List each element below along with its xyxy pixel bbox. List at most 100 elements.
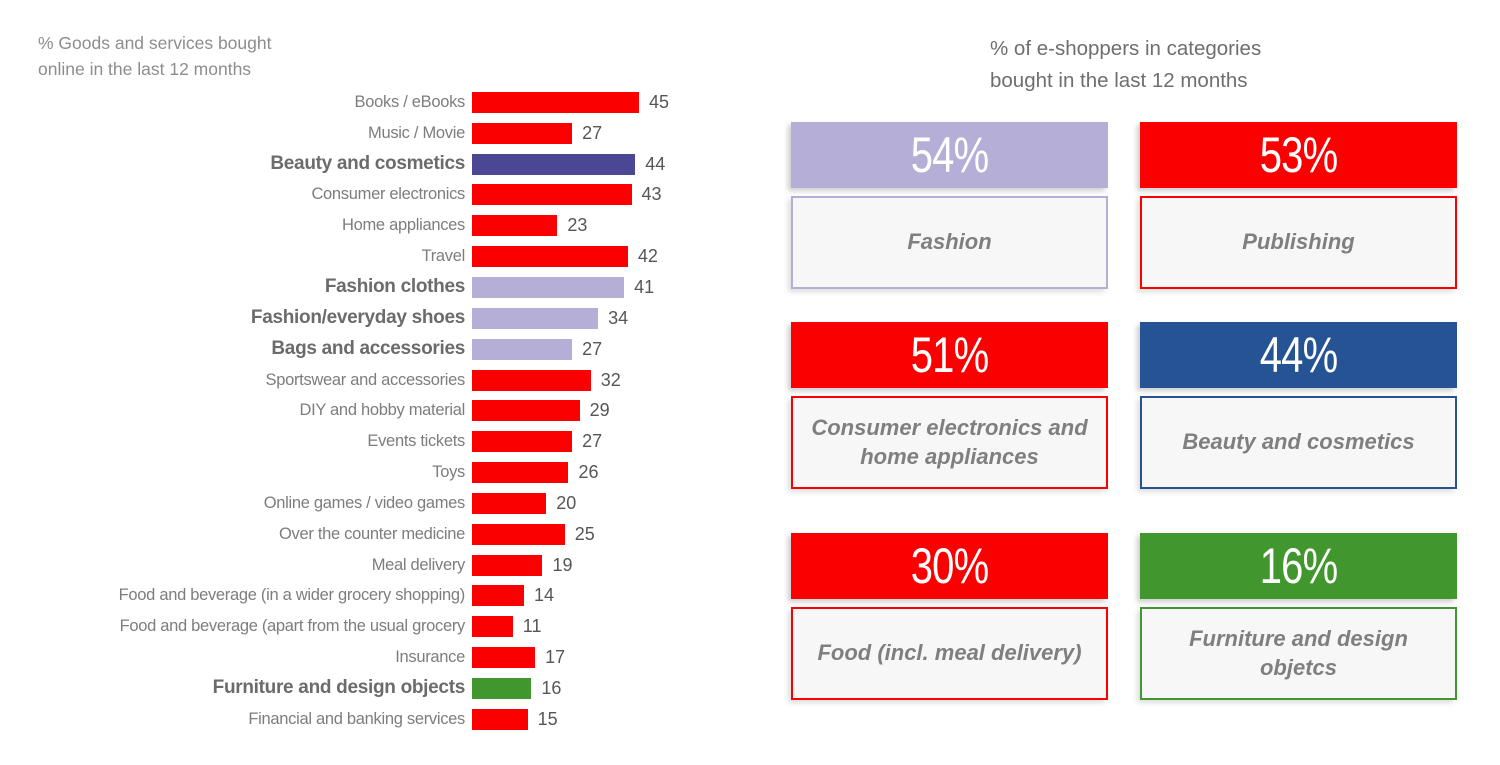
bar-value: 26 bbox=[578, 462, 599, 483]
category-card: 53% Publishing bbox=[1140, 122, 1457, 289]
bar bbox=[472, 184, 632, 206]
card-label-box: Beauty and cosmetics bbox=[1140, 396, 1457, 489]
category-card: 16% Furniture and design objetcs bbox=[1140, 533, 1457, 700]
bar-row: Fashion/everyday shoes 34 bbox=[0, 303, 775, 334]
card-percent-box: 54% bbox=[791, 122, 1108, 188]
bar-row: Furniture and design objects 16 bbox=[0, 673, 775, 704]
bar-row: Over the counter medicine 25 bbox=[0, 519, 775, 550]
card-percent-box: 44% bbox=[1140, 322, 1457, 388]
bar-label: Bags and accessories bbox=[271, 338, 465, 360]
bar-label: Food and beverage (in a wider grocery sh… bbox=[118, 586, 466, 605]
bar-row: Fashion clothes 41 bbox=[0, 272, 775, 303]
bar-value: 16 bbox=[541, 677, 562, 698]
card-label: Food (incl. meal delivery) bbox=[817, 640, 1082, 666]
bar-label: Events tickets bbox=[367, 432, 465, 451]
right-panel-title: % of e-shoppers in categories bought in … bbox=[990, 37, 1262, 92]
card-label-box: Food (incl. meal delivery) bbox=[791, 607, 1108, 700]
bar-row: Travel 42 bbox=[0, 241, 775, 272]
bar-value: 19 bbox=[552, 554, 573, 575]
bar bbox=[472, 431, 573, 453]
card-percent: 53% bbox=[1259, 127, 1338, 183]
card-label: Consumer electronics and home appliances bbox=[811, 414, 1088, 469]
bar-label: Over the counter medicine bbox=[278, 524, 465, 543]
bar bbox=[472, 492, 547, 514]
bar bbox=[472, 647, 536, 669]
bar bbox=[472, 554, 543, 576]
bar-label: Travel bbox=[421, 247, 466, 266]
bar-value: 25 bbox=[574, 523, 595, 544]
card-percent: 30% bbox=[910, 538, 989, 594]
bar-label: Insurance bbox=[395, 648, 465, 667]
bar-value: 11 bbox=[522, 616, 542, 637]
bar-label: Food and beverage (apart from the usual … bbox=[119, 617, 466, 636]
bar-value: 29 bbox=[589, 400, 610, 421]
bar-value: 45 bbox=[648, 91, 669, 112]
bar-label: Financial and banking services bbox=[248, 709, 465, 728]
bar-value: 15 bbox=[537, 708, 558, 729]
bar-value: 14 bbox=[533, 585, 554, 606]
bar-label: Online games / video games bbox=[263, 493, 466, 512]
bar-row: Beauty and cosmetics 44 bbox=[0, 149, 775, 180]
bar-row: Financial and banking services 15 bbox=[0, 704, 775, 735]
bar bbox=[472, 215, 558, 237]
bar-row: Consumer electronics 43 bbox=[0, 180, 775, 211]
bar-label: Sportswear and accessories bbox=[265, 370, 466, 389]
card-percent: 51% bbox=[910, 327, 989, 383]
bar-row: Toys 26 bbox=[0, 457, 775, 488]
bar-row: Home appliances 23 bbox=[0, 210, 775, 241]
left-chart-title: % Goods and services bought online in th… bbox=[38, 33, 272, 80]
bar-value: 43 bbox=[641, 184, 662, 205]
card-percent: 54% bbox=[910, 127, 989, 183]
bar-value: 17 bbox=[545, 647, 566, 668]
bar-value: 32 bbox=[600, 369, 621, 390]
bar bbox=[472, 677, 532, 699]
category-card: 44% Beauty and cosmetics bbox=[1140, 322, 1457, 489]
category-card: 54% Fashion bbox=[791, 122, 1108, 289]
bar bbox=[472, 122, 573, 144]
bar bbox=[472, 246, 628, 268]
category-card: 51% Consumer electronics and home applian… bbox=[791, 322, 1108, 489]
bar-rows: Books / eBooks 45 Music / Movie 27 Beauty an… bbox=[0, 87, 775, 735]
bar-value: 41 bbox=[634, 276, 655, 297]
bar bbox=[472, 585, 524, 607]
bar-label: Furniture and design objects bbox=[212, 677, 466, 699]
card-percent-box: 30% bbox=[791, 533, 1108, 599]
card-percent-box: 16% bbox=[1140, 533, 1457, 599]
bar-value: 42 bbox=[637, 246, 658, 267]
card-percent: 16% bbox=[1259, 538, 1338, 594]
card-percent-box: 53% bbox=[1140, 122, 1457, 188]
bar-label: Consumer electronics bbox=[311, 185, 465, 204]
category-card: 30% Food (incl. meal delivery) bbox=[791, 533, 1108, 700]
bar-label: Home appliances bbox=[342, 216, 465, 235]
bar-value: 27 bbox=[582, 122, 603, 143]
bar-row: Food and beverage (in a wider grocery sh… bbox=[0, 581, 775, 612]
bar-label: Meal delivery bbox=[371, 555, 466, 574]
bar bbox=[472, 462, 569, 484]
bar bbox=[472, 91, 639, 113]
bar-label: Fashion clothes bbox=[324, 276, 465, 298]
bar-row: DIY and hobby material 29 bbox=[0, 395, 775, 426]
bar-row: Online games / video games 20 bbox=[0, 488, 775, 519]
bar-value: 20 bbox=[556, 492, 577, 513]
bar-label: Toys bbox=[432, 463, 465, 482]
card-label-box: Furniture and design objetcs bbox=[1140, 607, 1457, 700]
bar bbox=[472, 708, 528, 730]
bar bbox=[472, 369, 591, 391]
card-label-box: Consumer electronics and home appliances bbox=[791, 396, 1108, 489]
card-label: Fashion bbox=[907, 229, 992, 255]
card-percent-box: 51% bbox=[791, 322, 1108, 388]
bar bbox=[472, 276, 625, 298]
bar-label: Books / eBooks bbox=[354, 92, 466, 111]
card-label: Furniture and design objetcs bbox=[1189, 625, 1408, 680]
card-label-box: Fashion bbox=[791, 196, 1108, 289]
bar bbox=[472, 616, 513, 638]
card-label-box: Publishing bbox=[1140, 196, 1457, 289]
bar-row: Books / eBooks 45 bbox=[0, 87, 775, 118]
bar bbox=[472, 523, 565, 545]
bar-value: 44 bbox=[645, 153, 666, 174]
bar-label: DIY and hobby material bbox=[299, 401, 465, 420]
bar-row: Sportswear and accessories 32 bbox=[0, 365, 775, 396]
card-label: Beauty and cosmetics bbox=[1182, 429, 1415, 455]
bar bbox=[472, 338, 573, 360]
